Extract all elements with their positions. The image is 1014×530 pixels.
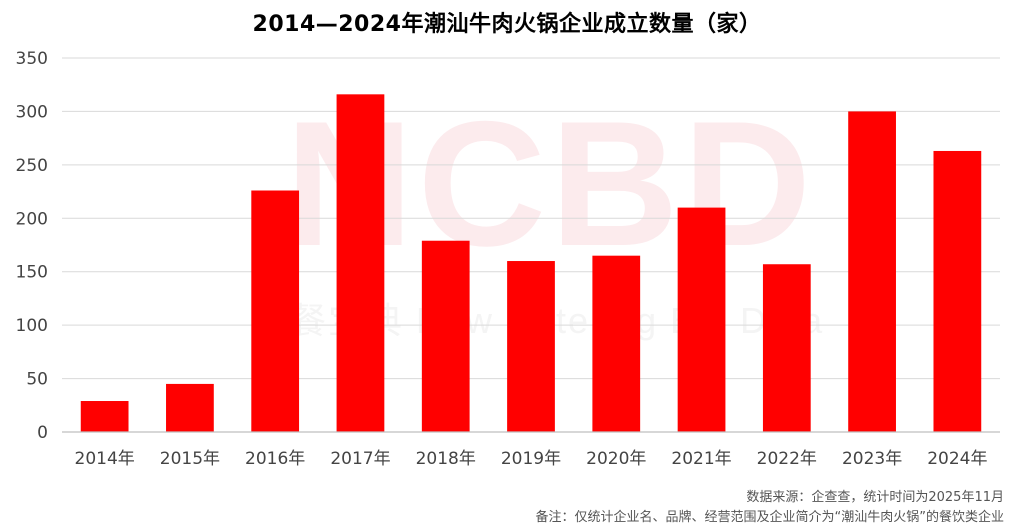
y-tick-label: 150 bbox=[16, 263, 48, 283]
x-tick-label: 2018年 bbox=[416, 449, 476, 469]
y-tick-label: 50 bbox=[26, 370, 48, 390]
bar bbox=[592, 255, 641, 432]
bar bbox=[336, 94, 385, 433]
x-tick-label: 2017年 bbox=[330, 449, 390, 469]
y-tick-label: 100 bbox=[16, 316, 48, 336]
x-tick-label: 2016年 bbox=[245, 449, 305, 469]
x-tick-label: 2024年 bbox=[927, 449, 987, 469]
bar bbox=[933, 150, 982, 433]
bar bbox=[80, 401, 129, 432]
chart-title: 2014—2024年潮汕牛肉火锅企业成立数量（家） bbox=[252, 12, 762, 37]
bar bbox=[848, 111, 896, 432]
x-tick-label: 2022年 bbox=[757, 449, 817, 469]
y-tick-label: 200 bbox=[16, 209, 48, 229]
x-tick-label: 2014年 bbox=[75, 449, 135, 469]
bar bbox=[507, 261, 555, 432]
y-tick-label: 250 bbox=[16, 156, 48, 176]
y-tick-label: 0 bbox=[37, 423, 48, 443]
x-tick-label: 2021年 bbox=[671, 449, 731, 469]
bar bbox=[421, 240, 470, 432]
bar bbox=[762, 264, 811, 432]
bar bbox=[166, 383, 214, 432]
y-tick-label: 350 bbox=[16, 49, 48, 69]
bar bbox=[251, 190, 300, 432]
x-tick-label: 2020年 bbox=[586, 449, 646, 469]
data-source: 数据来源：企查查，统计时间为2025年11月 bbox=[746, 490, 1004, 505]
footnote: 备注：仅统计企业名、品牌、经营范围及企业简介为“潮汕牛肉火锅”的餐饮类企业 bbox=[535, 510, 1004, 525]
x-tick-label: 2023年 bbox=[842, 449, 902, 469]
bar bbox=[677, 207, 726, 432]
x-tick-label: 2019年 bbox=[501, 449, 561, 469]
x-tick-label: 2015年 bbox=[160, 449, 220, 469]
y-tick-label: 300 bbox=[16, 102, 48, 122]
